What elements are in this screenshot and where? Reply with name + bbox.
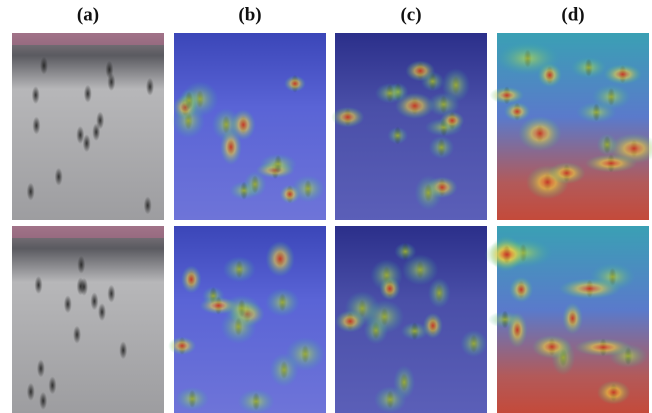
heat-blob (484, 240, 529, 268)
pedestrian (32, 86, 40, 104)
heat-blob (280, 185, 300, 204)
heat-blob (575, 338, 632, 356)
heat-blob (532, 335, 572, 359)
pedestrian (48, 376, 56, 394)
heat-blob (548, 162, 585, 184)
pedestrian (144, 196, 152, 214)
heat-blob (507, 312, 527, 348)
pedestrian (55, 168, 63, 186)
storefront (12, 33, 164, 45)
pedestrian (84, 85, 92, 103)
panel-image (335, 33, 487, 220)
heat-blob (415, 175, 443, 210)
pedestrian (27, 383, 35, 401)
figure: (a) (b) (c) (d) (0, 0, 652, 413)
heat-blob (405, 60, 435, 81)
panel-image (12, 226, 164, 413)
heat-blob (423, 313, 443, 339)
heat-blob (220, 129, 242, 165)
heat-blob (387, 127, 408, 144)
heat-blob (335, 310, 365, 332)
heat-blob (223, 256, 256, 282)
heat-blob (490, 87, 524, 104)
pedestrian (92, 123, 100, 141)
heat-blob (331, 107, 364, 128)
heat-blob (597, 381, 630, 405)
heat-blob (259, 154, 296, 175)
pedestrian (37, 359, 45, 377)
heat-blob (429, 136, 455, 159)
heat-blob (559, 278, 621, 299)
heat-blob (221, 309, 257, 343)
pedestrian (27, 183, 35, 201)
panel-label: (c) (400, 4, 421, 25)
storefront (12, 226, 164, 238)
heat-blob (238, 389, 275, 413)
panel-grid: (a) (b) (c) (d) (12, 4, 652, 413)
heat-blob (571, 57, 607, 79)
pedestrian (77, 256, 85, 274)
pedestrian (76, 126, 84, 144)
pedestrian (32, 117, 40, 135)
heat-blob (509, 277, 533, 303)
panel-label: (b) (238, 4, 261, 25)
pedestrian (80, 278, 88, 296)
heat-blob (460, 330, 487, 357)
heat-blob (592, 84, 631, 109)
pedestrian (107, 73, 115, 91)
heat-blob (518, 116, 561, 151)
pedestrian (146, 78, 154, 96)
pedestrian (64, 295, 72, 313)
heat-blob (168, 337, 196, 355)
heat-blob (178, 89, 199, 112)
heat-blob (244, 171, 267, 197)
heat-blob (176, 387, 209, 411)
heat-blob (538, 63, 562, 87)
heat-blob (270, 353, 299, 387)
pedestrian (119, 341, 127, 359)
heat-blob (365, 300, 404, 333)
pedestrian (73, 326, 81, 344)
heat-blob (562, 302, 583, 334)
panel-label: (d) (561, 4, 584, 25)
heat-blob (394, 243, 416, 261)
pedestrian (39, 392, 47, 410)
heat-blob (442, 68, 470, 102)
heat-blob (284, 75, 306, 91)
heat-blob (265, 288, 299, 317)
pedestrian (34, 276, 42, 294)
heat-blob (181, 265, 202, 293)
heat-blob (604, 64, 642, 84)
heat-blob (428, 278, 451, 308)
heat-blob (379, 277, 400, 300)
heat-blob (266, 241, 295, 277)
heat-blob (504, 102, 530, 121)
heat-blob (375, 83, 405, 104)
panel-label: (a) (77, 4, 99, 25)
pedestrian (90, 292, 98, 310)
pedestrian (40, 57, 48, 75)
heat-blob (374, 386, 406, 413)
pedestrian (98, 303, 106, 321)
pedestrian (107, 285, 115, 303)
heat-blob (585, 154, 637, 172)
heat-blob (440, 111, 464, 130)
